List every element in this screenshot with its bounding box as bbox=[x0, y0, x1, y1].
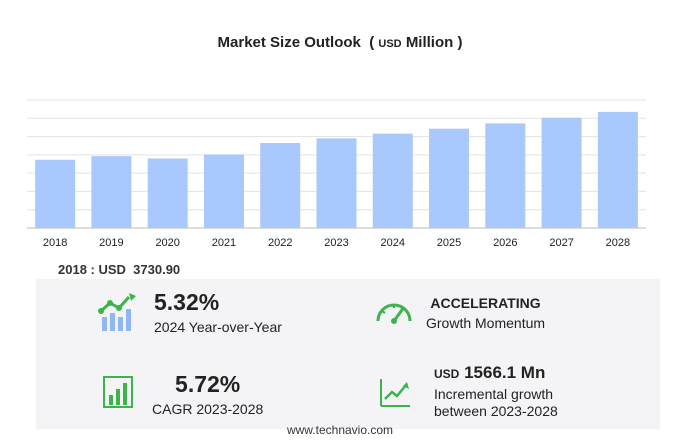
bar-2022 bbox=[260, 142, 301, 228]
bar-chart: 2018 2019 2020 2021 2022 2023 2024 2025 2026 2027… bbox=[27, 99, 646, 249]
yoy-label: 2024 Year-over-Year bbox=[154, 319, 282, 335]
chart-title-main: Market Size Outlook bbox=[217, 34, 361, 51]
unit-main: Million bbox=[405, 34, 454, 51]
bar-2025 bbox=[429, 128, 470, 228]
x-tick-2023: 2023 bbox=[324, 237, 348, 249]
chart-title: Market Size Outlook ( USD Million ) bbox=[0, 34, 680, 51]
incremental-label-1: Incremental growth bbox=[434, 386, 554, 403]
x-tick-2027: 2027 bbox=[549, 237, 573, 249]
x-tick-2025: 2025 bbox=[437, 237, 461, 249]
incremental-prefix: USD bbox=[434, 367, 460, 381]
bars bbox=[35, 111, 638, 228]
bar-2018 bbox=[35, 159, 76, 228]
momentum-value: ACCELERATING bbox=[430, 295, 541, 311]
growth-bars-icon bbox=[98, 293, 136, 331]
cagr-label: CAGR 2023-2028 bbox=[152, 401, 264, 417]
x-tick-2018: 2018 bbox=[43, 237, 67, 249]
x-tick-2028: 2028 bbox=[606, 237, 630, 249]
bar-2020 bbox=[147, 158, 188, 228]
bar-2023 bbox=[316, 138, 357, 228]
footer-url: www.technavio.com bbox=[286, 423, 394, 437]
momentum-label: Growth Momentum bbox=[426, 314, 546, 331]
chart-title-unit: ( USD Million ) bbox=[365, 34, 463, 51]
bar-2021 bbox=[203, 154, 244, 228]
incremental-value: 1566.1 Mn bbox=[464, 363, 546, 382]
incremental-stat: USD 1566.1 Mn Incremental growth between… bbox=[434, 363, 558, 420]
momentum-stat: ACCELERATING Growth Momentum bbox=[426, 295, 545, 332]
bar-2027 bbox=[541, 117, 582, 228]
base-year-label: 2018 : USD bbox=[58, 262, 126, 277]
x-tick-2026: 2026 bbox=[493, 237, 517, 249]
incremental-value-line: USD 1566.1 Mn bbox=[434, 363, 558, 383]
yoy-value: 5.32% bbox=[154, 289, 220, 315]
bar-2028 bbox=[597, 111, 638, 228]
x-tick-2021: 2021 bbox=[212, 237, 236, 249]
base-year-amount: 3730.90 bbox=[133, 262, 181, 277]
speedometer-icon bbox=[376, 303, 412, 324]
bar-2019 bbox=[91, 156, 132, 228]
base-year-value: 2018 : USD 3730.90 bbox=[58, 262, 180, 277]
x-tick-labels: 2018 2019 2020 2021 2022 2023 2024 2025 2026 2027… bbox=[43, 237, 630, 249]
x-tick-2022: 2022 bbox=[268, 237, 292, 249]
x-tick-2020: 2020 bbox=[155, 237, 179, 249]
incremental-label-2: between 2023-2028 bbox=[434, 403, 558, 420]
unit-prefix: USD bbox=[378, 38, 402, 50]
bar-2024 bbox=[372, 133, 413, 228]
cagr-stat: 5.72% CAGR 2023-2028 bbox=[152, 373, 263, 418]
bar-2026 bbox=[485, 123, 526, 228]
stats-panel: 5.32% 2024 Year-over-Year ACCELERATING G… bbox=[36, 279, 660, 429]
cagr-value: 5.72% bbox=[175, 371, 241, 397]
x-tick-2019: 2019 bbox=[99, 237, 123, 249]
yoy-stat: 5.32% 2024 Year-over-Year bbox=[154, 291, 282, 336]
line-growth-icon bbox=[380, 379, 410, 407]
x-tick-2024: 2024 bbox=[381, 237, 405, 249]
bar-chart-icon bbox=[103, 376, 133, 408]
